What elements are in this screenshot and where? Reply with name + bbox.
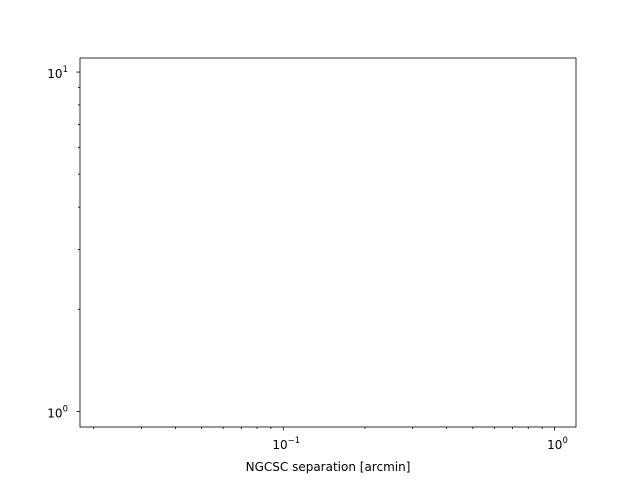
x-tick-label: 10−1 (272, 436, 300, 452)
x-tick-label: 100 (547, 436, 568, 452)
tick-labels: 10−1 100 100 101 (47, 65, 568, 452)
y-tick-label: 101 (47, 65, 68, 81)
major-ticks (76, 71, 555, 431)
axes-frame (79, 57, 577, 428)
plot-area (80, 58, 576, 427)
x-axis-label: NGCSC separation [arcmin] (246, 460, 411, 474)
y-tick-label: 100 (47, 404, 68, 420)
